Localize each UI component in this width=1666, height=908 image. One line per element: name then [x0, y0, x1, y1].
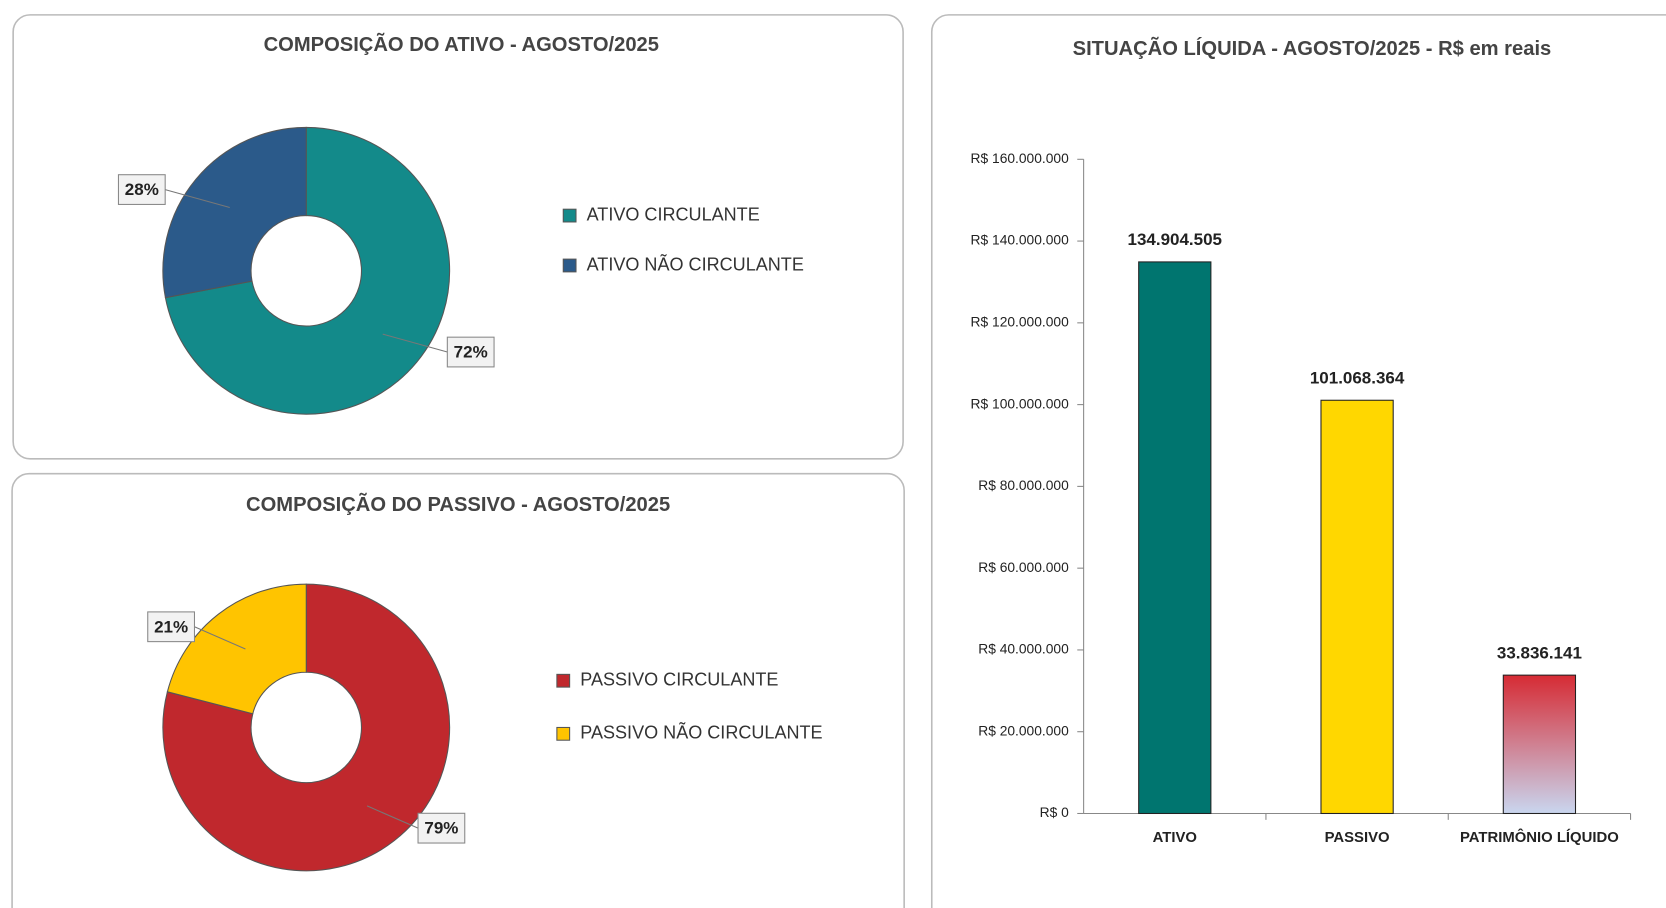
bar — [1320, 399, 1394, 815]
legend-swatch — [562, 208, 577, 223]
data-label: 33.836.141 — [1497, 643, 1582, 662]
chart-title: COMPOSIÇÃO DO PASSIVO - AGOSTO/2025 — [246, 493, 670, 516]
leader-line — [165, 189, 230, 209]
legend-swatch — [562, 258, 577, 273]
x-tick-label: PATRIMÔNIO LÍQUIDO — [1460, 828, 1619, 846]
data-label: 28% — [125, 180, 159, 199]
y-tick-label: R$ 140.000.000 — [971, 233, 1070, 248]
donut-slice — [162, 583, 451, 872]
donut-slice — [162, 126, 307, 299]
bar — [1138, 261, 1212, 815]
legend-label: ATIVO NÃO CIRCULANTE — [587, 253, 804, 274]
y-tick-label: R$ 40.000.000 — [978, 642, 1069, 657]
y-tick-label: R$ 100.000.000 — [971, 396, 1070, 411]
panel — [930, 14, 1666, 908]
data-label: 101.068.364 — [1310, 368, 1405, 387]
y-tick-label: R$ 120.000.000 — [971, 314, 1070, 329]
y-tick-label: R$ 0 — [1040, 805, 1069, 820]
legend-label: PASSIVO CIRCULANTE — [580, 670, 778, 690]
y-tick-label: R$ 20.000.000 — [978, 723, 1069, 738]
chart-title: COMPOSIÇÃO DO ATIVO - AGOSTO/2025 — [264, 33, 659, 56]
legend-label: ATIVO CIRCULANTE — [587, 204, 760, 224]
legend-swatch — [556, 673, 571, 688]
x-tick-label: ATIVO — [1153, 830, 1197, 846]
data-label: 21% — [154, 617, 188, 636]
leader-line — [382, 333, 448, 353]
donut-slice — [166, 583, 307, 715]
donut-slice — [164, 126, 451, 415]
data-label-box — [446, 336, 495, 368]
panel — [12, 14, 904, 460]
x-tick-label: PASSIVO — [1325, 830, 1390, 846]
data-label-box — [117, 174, 166, 205]
chart-title: SITUAÇÃO LÍQUIDA - AGOSTO/2025 - R$ em r… — [1073, 37, 1552, 60]
leader-line — [194, 626, 246, 650]
legend-label: PASSIVO NÃO CIRCULANTE — [580, 722, 822, 743]
legend-swatch — [556, 726, 571, 741]
y-tick-label: R$ 160.000.000 — [971, 151, 1070, 166]
y-tick-label: R$ 60.000.000 — [978, 560, 1069, 575]
data-label-box — [417, 812, 466, 844]
bar — [1502, 674, 1577, 815]
data-label: 72% — [454, 343, 488, 362]
leader-line — [366, 805, 419, 829]
data-label-box — [147, 611, 196, 643]
data-label: 134.904.505 — [1128, 230, 1222, 249]
data-label: 79% — [424, 819, 458, 838]
y-tick-label: R$ 80.000.000 — [978, 478, 1069, 493]
